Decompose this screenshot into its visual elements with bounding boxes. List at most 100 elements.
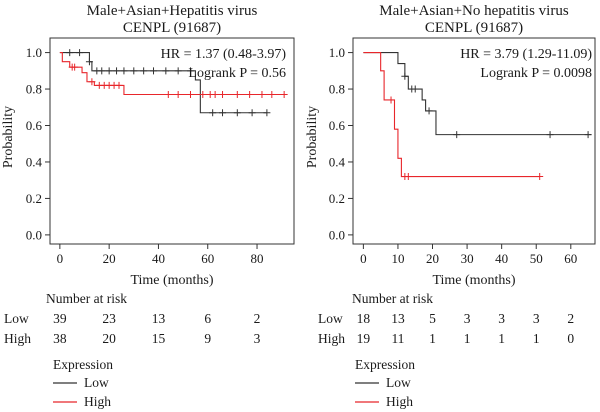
censor-mark-low [263,109,271,117]
risk-value-low: 13 [391,311,405,326]
censor-mark-low [140,67,148,75]
censor-mark-high [536,173,544,181]
legend-label-high: High [386,394,413,409]
x-tick-label: 30 [461,251,474,266]
risk-table-header: Number at risk [352,291,433,306]
chart-subtitle: CENPL (91687) [123,20,221,36]
censor-mark-low [425,107,433,115]
censor-mark-low [98,67,106,75]
y-axis-label: Probability [1,106,16,168]
y-tick-label: 0.0 [329,227,345,242]
km-panel-no-hepatitis: Male+Asian+No hepatitis virus CENPL (916… [305,3,596,409]
x-tick-label: 40 [495,251,508,266]
censor-mark-high [211,91,219,99]
censor-mark-high [115,81,123,89]
plot-frame [352,37,596,245]
y-tick-label: 0.8 [329,82,345,97]
km-curve-low [363,52,592,136]
risk-value-low: 5 [429,311,436,326]
x-axis-label: Time (months) [130,273,213,288]
risk-value-high: 0 [567,331,574,346]
risk-row-label-high: High [4,331,31,346]
censor-mark-low [150,67,158,75]
censor-mark-high [387,96,395,104]
censor-mark-high [280,91,288,99]
risk-value-high: 20 [102,331,116,346]
x-tick-label: 40 [152,251,165,266]
risk-value-high: 1 [429,331,436,346]
censor-mark-low [233,109,241,117]
censor-mark-low [219,109,227,117]
risk-table-header: Number at risk [46,291,127,306]
x-tick-label: 0 [57,251,64,266]
censor-mark-high [268,91,276,99]
chart-subtitle: CENPL (91687) [425,20,523,36]
censor-mark-high [164,91,172,99]
censor-mark-low [76,49,84,57]
hr-annotation: HR = 1.37 (0.48-3.97) [161,47,287,62]
legend-label-high: High [84,394,111,409]
censor-mark-high [233,91,241,99]
y-tick-label: 0.4 [329,154,346,169]
chart-title: Male+Asian+No hepatitis virus [379,3,569,19]
censor-mark-low [546,131,554,139]
risk-value-low: 13 [152,311,166,326]
y-tick-label: 0.8 [26,82,42,97]
x-tick-label: 50 [530,251,543,266]
hr-annotation: HR = 3.79 (1.29-11.09) [460,47,592,62]
km-panel-hepatitis: Male+Asian+Hepatitis virus CENPL (91687)… [1,3,295,409]
risk-table-values: 18 13 5 3 3 3 219 11 1 1 1 1 0 [357,311,575,346]
risk-table-values: 39 23 13 6 2 38 20 15 9 3 [53,311,261,346]
x-axis-label: Time (months) [432,273,515,288]
x-tick-label: 60 [564,251,577,266]
x-tick-label: 0 [360,251,367,266]
logrank-annotation: Logrank P = 0.0098 [480,66,592,81]
censor-mark-low [453,131,461,139]
y-tick-label: 0.6 [26,118,43,133]
censor-mark-high [186,91,194,99]
censor-mark-high [199,91,207,99]
censor-mark-high [88,78,96,86]
censor-mark-low [105,67,113,75]
censor-mark-low [130,67,138,75]
y-tick-label: 1.0 [26,45,42,60]
censor-mark-low [162,67,170,75]
y-tick-label: 0.2 [26,191,42,206]
censor-mark-high [174,91,182,99]
censor-mark-high [71,63,79,71]
censor-mark-low [120,67,128,75]
censor-mark-high [246,91,254,99]
censor-mark-low [209,109,217,117]
censor-mark-low [66,49,74,57]
risk-row-label-low: Low [4,311,29,326]
x-tick-label: 80 [251,251,264,266]
risk-value-low: 2 [567,311,574,326]
risk-value-low: 23 [102,311,116,326]
risk-row-label-high: High [318,331,345,346]
risk-value-high: 1 [533,331,540,346]
x-tick-label: 10 [391,251,404,266]
risk-value-high: 1 [498,331,505,346]
censor-mark-low [401,72,409,80]
km-curve-high [363,52,540,178]
y-tick-label: 0.2 [329,191,345,206]
x-tick-label: 20 [426,251,439,266]
risk-value-high: 9 [204,331,211,346]
legend-title: Expression [53,357,113,372]
censor-mark-low [584,131,592,139]
chart-title: Male+Asian+Hepatitis virus [87,3,258,19]
censor-mark-low [186,67,194,75]
risk-value-low: 18 [357,311,371,326]
y-axis-label: Probability [305,106,320,168]
risk-value-high: 11 [391,331,404,346]
y-tick-label: 0.6 [329,118,346,133]
risk-value-low: 3 [464,311,471,326]
censor-mark-high [404,173,412,181]
logrank-annotation: Logrank P = 0.56 [188,66,286,81]
censor-mark-high [219,91,227,99]
censor-mark-low [113,67,121,75]
legend-label-low: Low [84,375,109,390]
censor-mark-low [85,58,93,66]
censor-mark-low [248,109,256,117]
